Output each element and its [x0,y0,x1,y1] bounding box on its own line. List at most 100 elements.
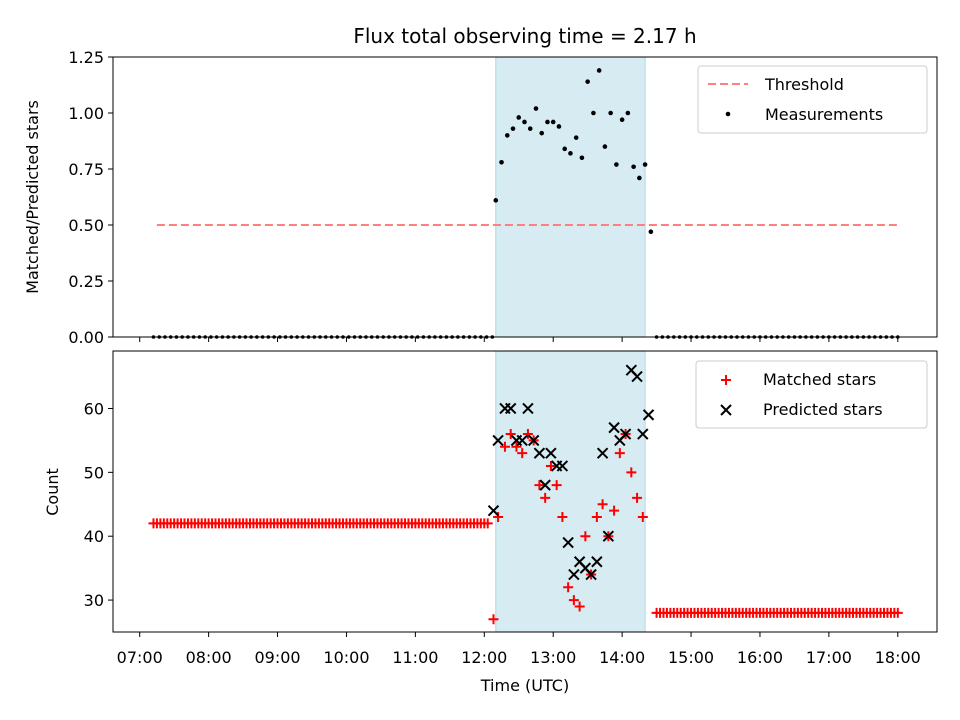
measurement-point [642,162,648,167]
y-tick-label: 0.75 [68,160,104,179]
plus-mark [517,448,528,459]
predicted-star-marker [608,421,620,434]
matched-star-marker [493,512,504,523]
x-tick-label: 08:00 [186,648,232,667]
measurement-point [579,155,585,161]
measurement-point [625,110,631,116]
chart-title: Flux total observing time = 2.17 h [353,24,696,48]
plus-mark [482,518,493,529]
x-tick-label: 17:00 [806,648,852,667]
x-tick-label: 11:00 [392,648,438,667]
matched-star-marker [568,595,579,606]
y-axis-label: Matched/Predicted stars [23,100,42,294]
matched-star-marker [534,480,545,491]
matched-star-marker [563,582,574,593]
predicted-star-marker [545,447,557,459]
y-tick-label: 0.25 [68,272,104,291]
ratio-panel: 0.00 0.25 0.50 0.75 1.00 1.25 Matched/Predicte… [23,48,938,347]
predicted-star-marker [487,504,500,517]
plus-mark [540,492,551,503]
plus-mark [534,480,545,491]
x-mark [568,568,580,581]
matched-star-marker [626,467,637,478]
predicted-star-marker [568,568,580,581]
matched-star-marker [609,505,620,516]
plus-mark [493,512,504,523]
legend-predicted-label: Predicted stars [763,400,883,419]
x-mark [516,434,528,447]
x-mark [505,402,517,415]
y-tick-label: 50 [84,463,104,482]
shaded-interval [495,350,646,633]
legend-matched-label: Matched stars [763,370,876,389]
plus-mark [522,429,533,440]
plus-mark [892,607,903,618]
plus-mark [580,531,591,542]
predicted-star-marker [492,434,504,447]
plus-mark [637,512,648,523]
measurement-point [585,79,590,84]
plus-mark [505,429,516,440]
y-tick-label: 40 [84,527,104,546]
matched-star-marker [499,441,510,452]
matched-star-marker [545,460,556,471]
legend-box [695,360,928,429]
measurement-point [533,106,539,111]
x-mark [556,460,569,472]
measurement-point [527,126,533,131]
plus-mark [499,441,510,452]
measurement-point [573,135,579,140]
x-tick-label: 10:00 [323,648,369,667]
predicted-star-marker [522,402,534,415]
predicted-star-marker [556,460,569,472]
measurement-point [614,162,619,167]
x-tick-label: 14:00 [599,648,645,667]
measurement-point [556,124,562,129]
x-mark [642,409,655,421]
x-mark [522,402,534,415]
matched-star-marker [488,614,499,625]
matched-star-marker [632,492,643,503]
x-mark [492,434,504,447]
plus-mark [591,512,602,523]
plus-mark [632,492,643,503]
predicted-star-marker [516,434,528,447]
predicted-star-marker [527,434,540,447]
x-mark [608,421,620,434]
plus-mark [568,595,579,606]
x-mark [637,428,649,440]
x-tick-label: 18:00 [875,648,921,667]
matched-star-marker [637,512,648,523]
plus-mark [609,505,620,516]
x-tick-label: 12:00 [461,648,507,667]
ratio-legend: Threshold Measurements [697,65,928,134]
y-axis-label: Count [43,468,62,516]
measurement-point [591,110,596,116]
measurement-point [631,164,636,170]
y-tick-label: 30 [84,591,104,610]
x-tick-label: 07:00 [117,648,163,667]
count-legend: Matched stars Predicted stars [695,360,928,429]
predicted-star-marker [596,447,609,459]
predicted-star-marker [533,447,546,459]
predicted-star-marker [539,479,551,491]
matched-star-marker [892,607,903,618]
measurement-point [550,119,556,125]
x-mark [631,370,643,383]
plus-mark [721,375,731,385]
y-tick-label: 1.00 [68,104,104,123]
matched-star-marker [580,531,591,542]
predicted-star-marker [585,568,597,581]
matched-star-marker [517,448,528,459]
matched-star-marker [614,448,625,459]
measurement-point [504,133,510,138]
x-mark [596,447,609,459]
measurement-point [608,110,613,116]
predicted-star-marker [562,536,574,549]
predicted-star-marker [602,530,615,542]
measurement-point [539,130,545,136]
x-mark [562,536,574,549]
plus-mark [511,441,522,452]
legend-box [697,65,928,134]
predicted-star-marker [720,404,732,416]
